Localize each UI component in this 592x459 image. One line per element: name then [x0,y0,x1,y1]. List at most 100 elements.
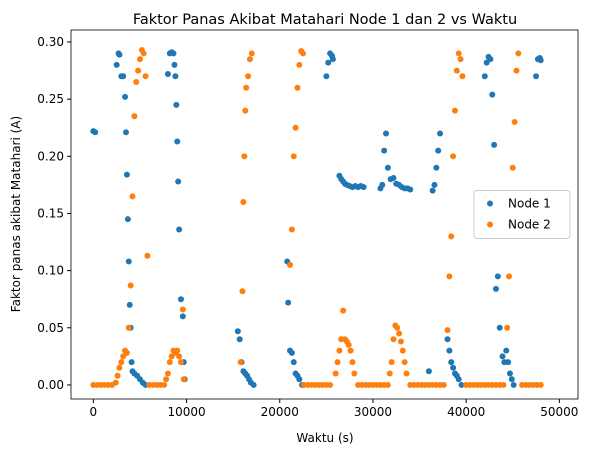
point [176,226,183,233]
point [124,216,131,223]
point [245,73,252,80]
point [509,164,516,171]
point [120,73,127,80]
point [171,61,178,68]
x-tick-label: 0 [90,405,98,419]
point [114,372,121,379]
point [126,301,133,308]
point [481,73,488,80]
point [250,381,257,388]
point [345,341,352,348]
point [128,359,135,366]
y-tick-label: 0.00 [37,378,64,392]
y-tick-label: 0.25 [37,92,64,106]
point [329,56,336,63]
y-axis-label: Faktor panas akibat Matahari (A) [9,116,23,312]
point [453,67,460,74]
chart-title: Faktor Panas Akibat Matahari Node 1 dan … [133,12,517,28]
point [458,381,465,388]
point [294,84,301,91]
point [242,107,249,114]
point [444,336,451,343]
point [173,101,180,108]
point [504,324,511,331]
point [336,347,343,354]
point [164,71,171,78]
point [403,370,410,377]
point [179,306,186,313]
point [390,336,397,343]
point [287,261,294,268]
point [455,50,462,57]
y-tick-label: 0.30 [37,35,64,49]
point [500,381,507,388]
point [537,381,544,388]
point [288,226,295,233]
point [234,328,241,335]
point [142,73,149,80]
point [292,124,299,131]
point [444,327,451,334]
point [118,359,125,366]
point [433,164,440,171]
point [116,364,123,371]
point [379,181,386,188]
point [131,113,138,120]
point [459,73,466,80]
point [296,61,303,68]
point [510,381,517,388]
point [401,359,408,366]
point [334,359,341,366]
x-tick-label: 20000 [261,405,299,419]
point [448,233,455,240]
point [172,73,179,80]
point [407,186,414,193]
point [383,130,390,137]
legend: Node 1 Node 2 [473,190,571,239]
point [122,93,129,100]
point [506,370,513,377]
point [179,313,186,320]
point [177,296,184,303]
point [240,199,247,206]
point [237,359,244,366]
point [386,370,393,377]
point [323,73,330,80]
point [455,376,462,383]
point [388,359,395,366]
x-axis-label: Waktu (s) [296,431,353,445]
point [125,324,132,331]
point [351,370,358,377]
y-tick-label: 0.15 [37,206,64,220]
point [161,381,168,388]
point [537,57,544,64]
point [92,129,99,136]
point [381,147,388,154]
x-tick-label: 40000 [447,405,485,419]
point [180,376,187,383]
point [390,175,397,182]
point [135,67,142,74]
point [533,73,540,80]
point [236,336,243,343]
point [431,181,438,188]
point [246,56,253,63]
point [296,376,303,383]
point [446,347,453,354]
point [239,288,246,295]
point [448,359,455,366]
y-tick-label: 0.05 [37,321,64,335]
point [499,353,506,360]
point [170,50,177,57]
point [425,368,432,375]
legend-box [473,190,571,239]
point [360,184,367,191]
point [129,193,136,200]
point [112,379,119,386]
point [503,347,510,354]
legend-marker [487,221,493,228]
legend-label: Node 1 [508,197,551,211]
y-tick-label: 0.20 [37,149,64,163]
point [123,349,130,356]
